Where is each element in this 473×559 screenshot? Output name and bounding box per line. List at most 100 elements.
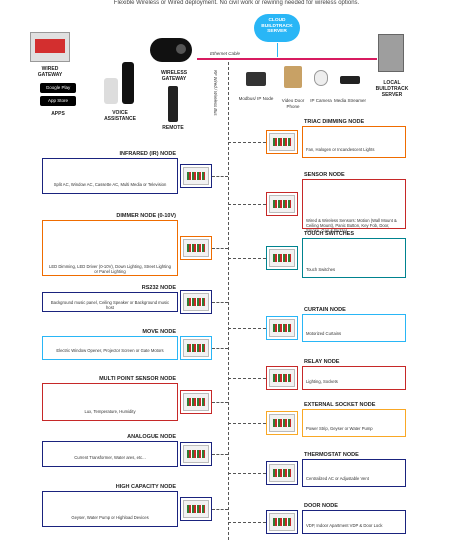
google-play-badge[interactable]: Google Play	[40, 83, 76, 93]
intro-text: Flexible Wireless or Wired deployment. N…	[113, 0, 360, 6]
right-node-desc: VDP, Indoor Apartment VDP & Door Lock	[306, 523, 383, 528]
smart-speaker-icon	[104, 78, 118, 104]
left-node-title: MULTI POINT SENSOR NODE	[99, 376, 176, 382]
left-node-box	[42, 491, 178, 527]
left-node-module-icon	[183, 393, 209, 411]
right-node-desc: Lighting, Sockets	[306, 379, 338, 384]
left-node-title: DIMMER NODE (0-10V)	[116, 213, 176, 219]
right-node-title: CURTAIN NODE	[304, 307, 346, 313]
left-node-module-icon	[183, 239, 209, 257]
right-node-connector	[228, 473, 266, 474]
cloud-line3: SERVER	[267, 29, 287, 34]
left-node-connector	[212, 348, 228, 349]
right-node-module-icon	[269, 133, 295, 151]
cloud-line1: CLOUD	[268, 18, 286, 23]
right-node-module-icon	[269, 414, 295, 432]
right-node-box	[302, 510, 406, 534]
left-node-module-icon	[183, 500, 209, 518]
modbus-device	[246, 72, 266, 86]
right-node-connector	[228, 258, 266, 259]
right-node-connector	[228, 423, 266, 424]
wireless-gateway-label: WIRELESS GATEWAY	[160, 70, 188, 82]
left-node-title: HIGH CAPACITY NODE	[115, 484, 176, 490]
left-node-title: INFRARED (IR) NODE	[119, 151, 176, 157]
left-node-module-icon	[183, 445, 209, 463]
right-node-title: TRIAC DIMMING NODE	[304, 119, 365, 125]
right-node-title: TOUCH SWITCHES	[304, 231, 355, 237]
apps-label: APPS	[51, 111, 65, 117]
left-node-connector	[212, 302, 228, 303]
ip-camera-label: IP Camera	[310, 98, 332, 103]
cloud-icon	[254, 14, 300, 42]
right-node-desc: Power Strip, Geyser or Water Pump	[306, 426, 373, 431]
right-node-module-icon	[269, 195, 295, 213]
left-node-box	[42, 383, 178, 421]
left-node-desc: Geyser, Water Pump or Highload Devices	[71, 515, 149, 520]
right-node-title: SENSOR NODE	[304, 172, 345, 178]
right-node-module-icon	[269, 319, 295, 337]
right-node-module-icon	[269, 464, 295, 482]
ethernet-line	[197, 58, 377, 60]
right-node-desc: Wired & Wireless Sensors: Motion (Wall M…	[306, 218, 397, 233]
voice-assistance-label: VOICE ASSISTANCE	[104, 110, 136, 122]
right-node-title: EXTERNAL SOCKET NODE	[304, 402, 376, 408]
left-node-box	[42, 441, 178, 467]
left-node-desc: Split AC, Window AC, Cassette AC, Multi …	[53, 182, 167, 187]
ip-camera-icon	[314, 70, 328, 86]
app-store-label: App Store	[47, 98, 68, 103]
left-node-module-icon	[183, 293, 209, 311]
left-node-desc: Lux, Temperature, Humidity	[84, 409, 136, 414]
cloud-label: CLOUD BUILDTRACK SERVER	[254, 18, 300, 35]
left-node-desc: LED Dimming, LED Driver (0-10V), Down Li…	[49, 264, 171, 274]
cloud-line2: BUILDTRACK	[261, 23, 293, 29]
left-node-box	[42, 336, 178, 360]
right-node-box	[302, 459, 406, 487]
wired-gateway-label: WIRED GATEWAY	[37, 66, 63, 78]
bus-line	[228, 62, 229, 540]
bus-label: RF Wired / Wireless Bus	[213, 70, 218, 116]
left-node-desc: Background music panel, Ceiling Speaker …	[50, 300, 170, 310]
right-node-box	[302, 366, 406, 390]
wired-gateway-device	[30, 32, 70, 62]
right-node-desc: Touch Switches	[306, 267, 336, 272]
left-node-desc: Current Transformer, Water ares, etc...	[74, 455, 146, 460]
right-node-title: DOOR NODE	[304, 503, 338, 509]
remote-label: REMOTE	[162, 125, 184, 131]
left-node-module-icon	[183, 167, 209, 185]
ethernet-label: Ethernet Cable	[210, 51, 241, 56]
right-node-module-icon	[269, 369, 295, 387]
media-streamer-label: Media Streamer	[334, 98, 367, 103]
right-node-box	[302, 409, 406, 437]
left-node-title: RS232 NODE	[141, 285, 176, 291]
google-play-label: Google Play	[45, 85, 71, 90]
right-node-connector	[228, 142, 266, 143]
right-node-box	[302, 126, 406, 158]
right-node-desc: Fan, Halogen or Incandescent Lights	[306, 147, 375, 152]
left-node-box	[42, 220, 178, 276]
left-node-title: MOVE NODE	[142, 329, 176, 335]
left-node-connector	[212, 248, 228, 249]
left-node-title: ANALOGUE NODE	[127, 434, 176, 440]
right-node-connector	[228, 328, 266, 329]
right-node-title: RELAY NODE	[304, 359, 340, 365]
cloud-connector	[277, 43, 278, 57]
right-node-desc: Centralized AC or Adjustable Vent	[306, 476, 369, 481]
app-store-badge[interactable]: App Store	[40, 96, 76, 106]
modbus-label: Modbus/ IP Node	[238, 96, 274, 101]
wireless-gateway-device	[150, 38, 192, 62]
local-server-device	[378, 34, 404, 72]
left-node-module-icon	[183, 339, 209, 357]
right-node-module-icon	[269, 513, 295, 531]
right-node-desc: Motorized Curtains	[306, 331, 342, 336]
left-node-box	[42, 158, 178, 194]
right-node-box	[302, 179, 406, 229]
media-streamer-device	[340, 76, 360, 84]
left-node-connector	[212, 454, 228, 455]
echo-icon	[122, 62, 134, 104]
right-node-box	[302, 238, 406, 278]
left-node-connector	[212, 509, 228, 510]
right-node-connector	[228, 204, 266, 205]
left-node-desc: Electric Window Opener, Projector Screen…	[56, 348, 164, 353]
left-node-box	[42, 292, 178, 312]
right-node-box	[302, 314, 406, 342]
